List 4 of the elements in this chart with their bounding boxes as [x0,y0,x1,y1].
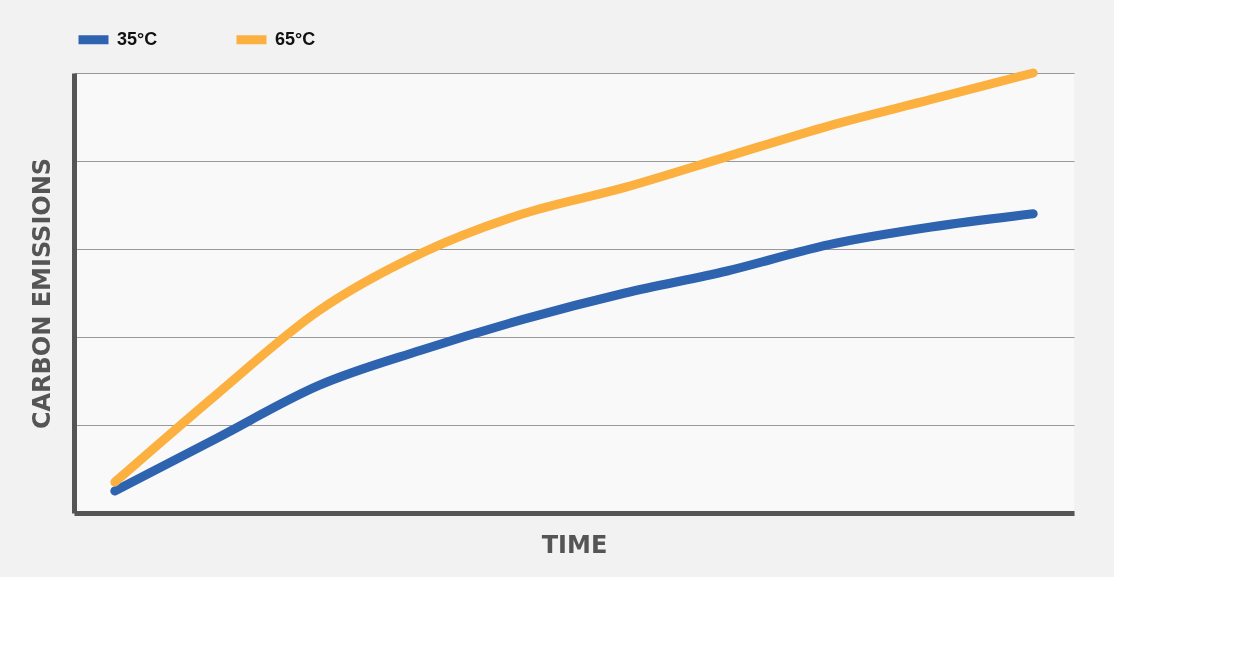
x-axis-title: TIME [541,530,608,559]
legend-label: 65°C [275,28,316,49]
legend-label: 35°C [117,28,158,49]
y-axis-title: CARBON EMISSIONS [27,157,56,430]
